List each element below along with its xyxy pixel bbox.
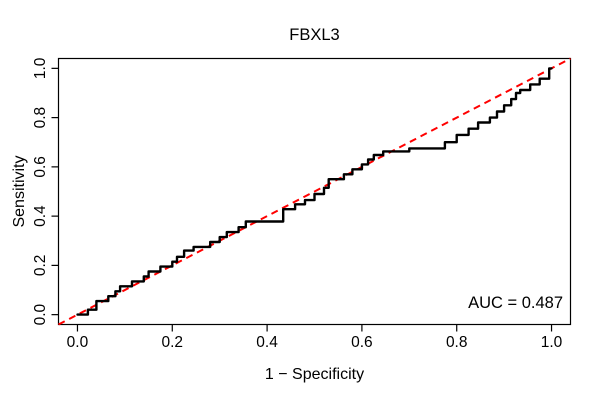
y-tick-label: 0.8: [32, 107, 49, 129]
x-tick-label: 0.8: [446, 334, 468, 351]
y-tick-label: 0.0: [32, 304, 49, 326]
x-tick-label: 0.6: [351, 334, 373, 351]
y-axis-label: Sensitivity: [11, 155, 28, 227]
y-tick-label: 0.2: [32, 255, 49, 277]
plot-border: [57, 57, 572, 326]
plot-title: FBXL3: [289, 26, 339, 44]
roc-curve-line: [76, 67, 553, 316]
auc-annotation: AUC = 0.487: [468, 294, 563, 312]
y-tick-label: 1.0: [32, 57, 49, 79]
y-axis: 0.0 0.2 0.4 0.6 0.8 1.0: [32, 57, 59, 325]
x-axis: 0.0 0.2 0.4 0.6 0.8 1.0: [67, 324, 563, 351]
x-axis-label: 1 − Specificity: [265, 366, 364, 383]
x-tick-label: 0.4: [256, 334, 278, 351]
y-tick-label: 0.4: [32, 205, 49, 227]
x-tick-label: 0.0: [67, 334, 89, 351]
y-tick-label: 0.6: [32, 156, 49, 178]
x-tick-label: 0.2: [161, 334, 183, 351]
x-tick-label: 1.0: [541, 334, 563, 351]
